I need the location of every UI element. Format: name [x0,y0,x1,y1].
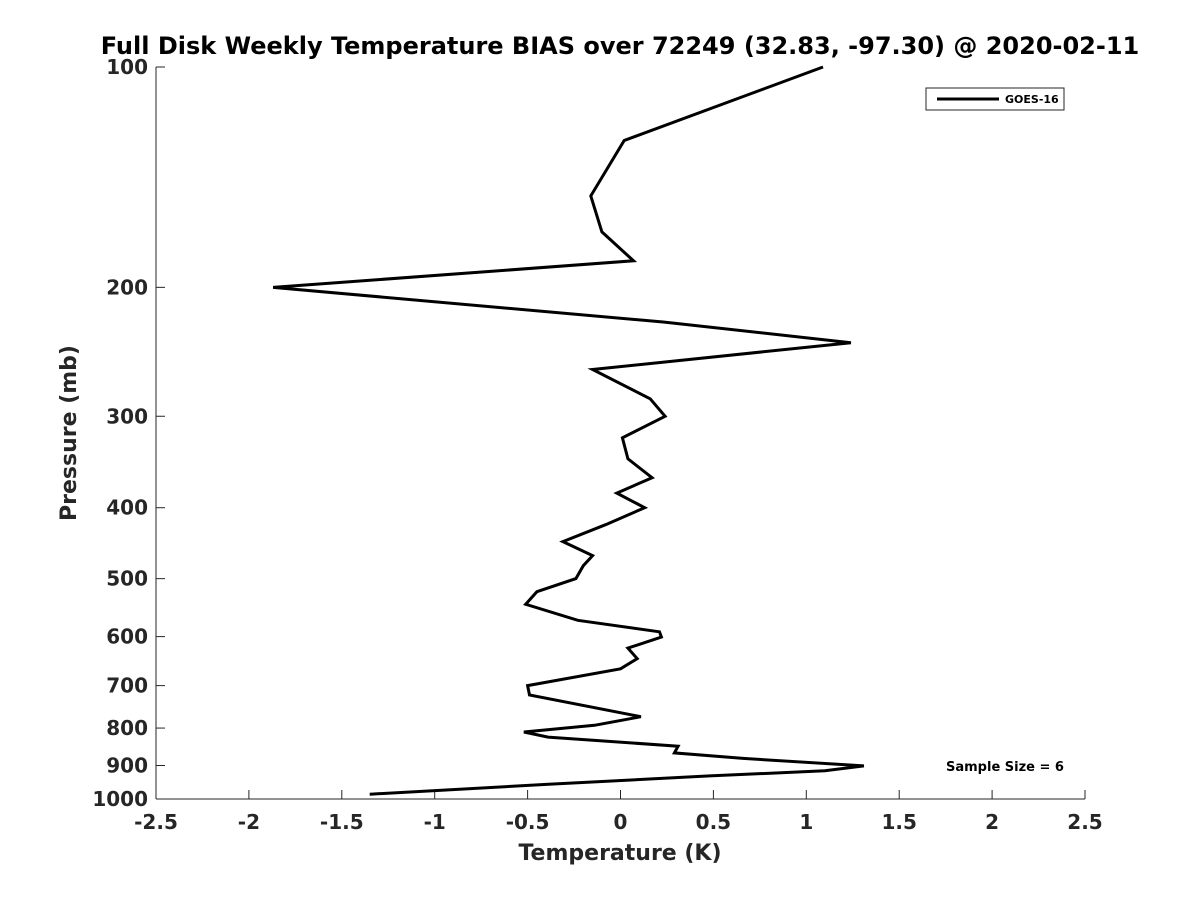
y-tick-label: 1000 [92,787,148,811]
x-tick-label: 1 [799,810,813,834]
series-group [272,65,865,796]
y-tick-label: 600 [106,625,148,649]
y-tick-label: 700 [106,674,148,698]
x-axis-label: Temperature (K) [518,841,721,866]
x-tick-label: -1 [424,810,446,834]
y-tick-label: 500 [106,567,148,591]
x-tick-label: 2 [985,810,999,834]
legend-label-goes-16: GOES-16 [1005,93,1059,106]
sample-size-annotation: Sample Size = 6 [946,760,1064,775]
legend: GOES-16 [925,87,1065,111]
y-tick-label: 400 [106,496,148,520]
y-ticks: 100 200 300 400 500 600 700 800 900 1000 [92,55,165,811]
x-tick-label: 0.5 [696,810,731,834]
y-tick-label: 100 [106,55,148,79]
series-line-goes-16 [272,65,865,796]
x-tick-label: -1.5 [320,810,364,834]
y-tick-label: 800 [106,716,148,740]
y-tick-label: 900 [106,754,148,778]
x-tick-label: 0 [614,810,628,834]
plot-frame-bg [156,67,1085,799]
x-tick-label: -2.5 [134,810,178,834]
x-ticks: -2.5 -2 -1.5 -1 -0.5 0 0.5 1 1.5 2 2.5 [134,790,1103,834]
y-tick-label: 300 [106,404,148,428]
x-tick-label: 1.5 [881,810,916,834]
x-tick-label: -0.5 [506,810,550,834]
chart-title: Full Disk Weekly Temperature BIAS over 7… [101,32,1140,60]
x-tick-label: 2.5 [1067,810,1102,834]
y-tick-label: 200 [106,275,148,299]
y-axis-label: Pressure (mb) [57,345,82,521]
x-tick-label: -2 [238,810,260,834]
